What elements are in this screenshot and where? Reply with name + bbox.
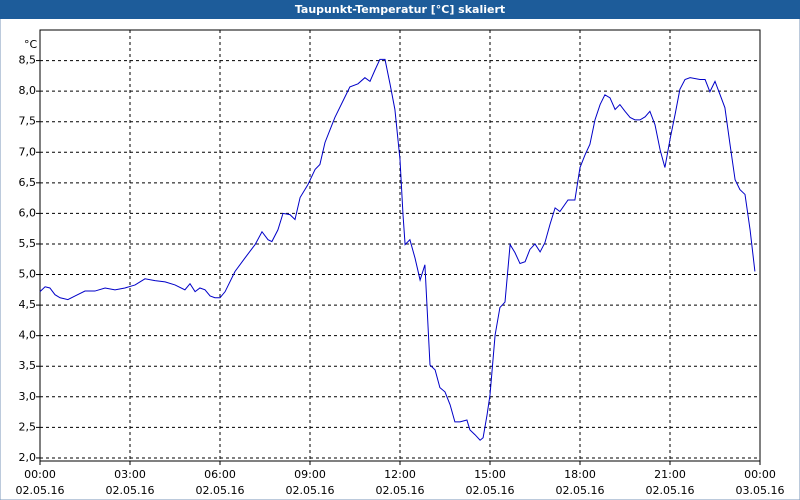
x-tick-label: 21:00 bbox=[654, 468, 686, 481]
y-tick-label: 5,5 bbox=[19, 237, 37, 250]
x-tick-date: 02.05.16 bbox=[106, 484, 155, 497]
x-tick-date: 03.05.16 bbox=[736, 484, 785, 497]
y-tick-label: 5,0 bbox=[19, 268, 37, 281]
x-tick-label: 03:00 bbox=[114, 468, 146, 481]
x-tick-date: 02.05.16 bbox=[556, 484, 605, 497]
x-tick-label: 09:00 bbox=[294, 468, 326, 481]
x-tick-date: 02.05.16 bbox=[16, 484, 65, 497]
y-tick-label: 8,0 bbox=[19, 84, 37, 97]
x-tick-label: 15:00 bbox=[474, 468, 506, 481]
title-bar bbox=[0, 0, 800, 19]
y-tick-label: 4,5 bbox=[19, 298, 37, 311]
y-axis-unit: °C bbox=[24, 38, 38, 51]
y-tick-label: 8,5 bbox=[19, 54, 37, 67]
x-tick-label: 00:00 bbox=[744, 468, 776, 481]
y-tick-label: 2,0 bbox=[19, 451, 37, 464]
x-tick-date: 02.05.16 bbox=[196, 484, 245, 497]
x-tick-label: 12:00 bbox=[384, 468, 416, 481]
data-line bbox=[39, 58, 756, 441]
x-tick-label: 06:00 bbox=[204, 468, 236, 481]
y-tick-label: 7,0 bbox=[19, 145, 37, 158]
y-tick-label: 6,0 bbox=[19, 206, 37, 219]
y-tick-label: 2,5 bbox=[19, 420, 37, 433]
x-tick-date: 02.05.16 bbox=[466, 484, 515, 497]
x-tick-date: 02.05.16 bbox=[376, 484, 425, 497]
y-tick-label: 4,0 bbox=[19, 329, 37, 342]
y-tick-label: 3,0 bbox=[19, 390, 37, 403]
chart-title: Taupunkt-Temperatur [°C] skaliert bbox=[295, 3, 505, 16]
y-tick-label: 6,5 bbox=[19, 176, 37, 189]
y-tick-label: 3,5 bbox=[19, 359, 37, 372]
y-tick-label: 7,5 bbox=[19, 115, 37, 128]
x-tick-label: 00:00 bbox=[24, 468, 56, 481]
x-tick-label: 18:00 bbox=[564, 468, 596, 481]
x-tick-date: 02.05.16 bbox=[646, 484, 695, 497]
x-tick-date: 02.05.16 bbox=[286, 484, 335, 497]
